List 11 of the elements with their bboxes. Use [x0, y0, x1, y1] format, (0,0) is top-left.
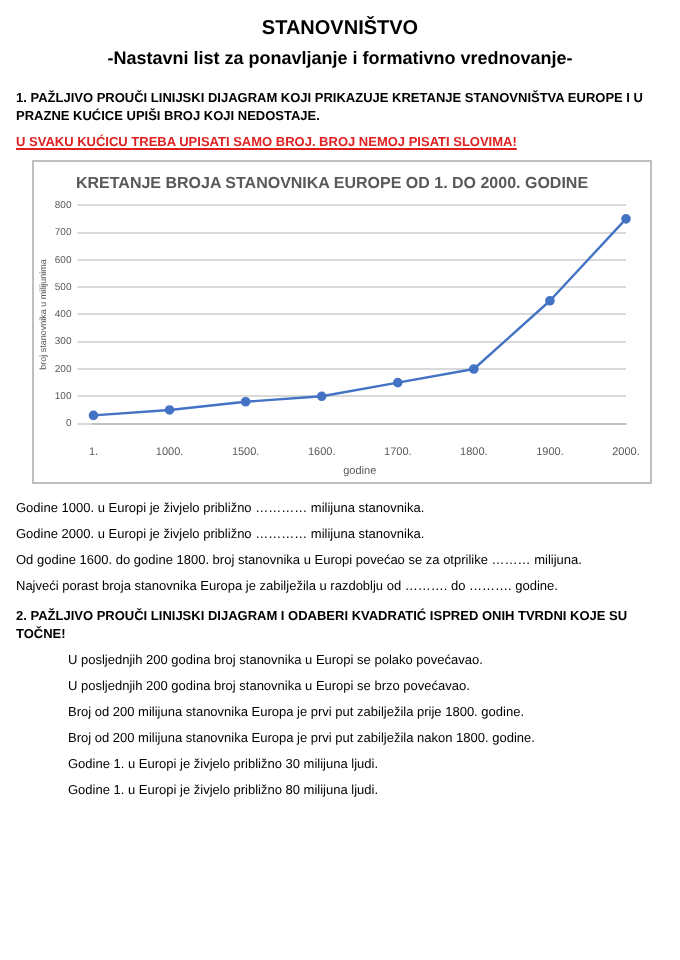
point: [621, 214, 631, 224]
point: [164, 405, 175, 415]
point: [469, 364, 479, 374]
point: [240, 396, 251, 407]
text: STANOVNIŠTVO: [259, 16, 421, 42]
point: [392, 377, 403, 388]
point: [316, 391, 327, 402]
chart-title: KRETANJE BROJA STANOVNIKA EUROPE OD 1. DO 2000. GODINE: [75, 174, 590, 193]
point: [545, 295, 555, 306]
point: [88, 410, 99, 421]
text: -Nastavni list za ponavljanje i formativno vrednovanje-: [105, 46, 575, 70]
